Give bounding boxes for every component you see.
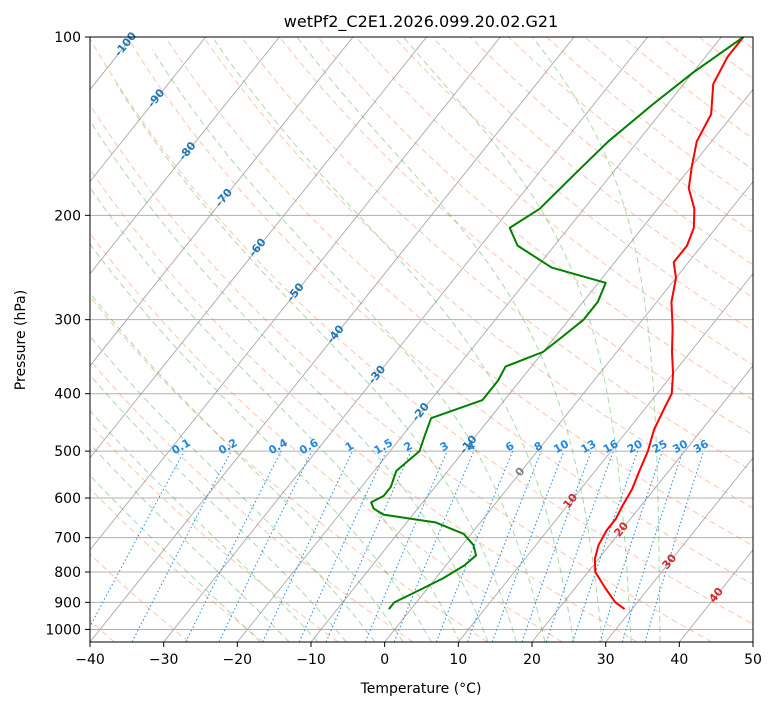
moist-adiabat-line — [115, 83, 517, 642]
temperature-trace — [593, 37, 745, 610]
moist-adiabat-line — [211, 37, 575, 642]
isotherm-line — [384, 180, 753, 642]
isotherm-line — [457, 272, 753, 642]
y-tick-label: 100 — [54, 30, 81, 46]
x-tick-label: −40 — [75, 652, 105, 668]
isotherm-line — [236, 37, 722, 642]
mixing-ratio-line — [364, 450, 448, 642]
dry-adiabat-line — [355, 37, 753, 366]
moist-adiabat-line — [402, 37, 632, 642]
x-tick-label: 40 — [670, 652, 688, 668]
x-tick-label: −30 — [149, 652, 179, 668]
plot-area — [90, 37, 753, 642]
isotherm-line — [90, 37, 280, 275]
dry-adiabat-line — [90, 553, 190, 642]
y-tick-label: 200 — [54, 208, 81, 224]
plot-frame — [89, 36, 754, 643]
isotherm-line — [90, 37, 354, 367]
y-tick-label: 500 — [54, 444, 81, 460]
dry-adiabat-line — [90, 168, 638, 642]
moist-adiabat-line — [91, 123, 489, 642]
moist-adiabat-line — [296, 37, 603, 642]
y-axis-label: Pressure (hPa) — [13, 290, 29, 390]
dry-adiabat-line — [90, 37, 753, 625]
mixing-ratio-line — [467, 450, 542, 642]
y-tick-label: 600 — [54, 491, 81, 507]
isotherm-line — [605, 457, 753, 642]
moist-adiabat-line — [90, 292, 404, 642]
isotherm-line — [90, 37, 207, 183]
moist-adiabat-line — [90, 443, 290, 642]
x-tick-label: 10 — [449, 652, 467, 668]
dry-adiabat-line — [90, 232, 563, 642]
isotherm-line — [310, 88, 753, 642]
mixing-ratio-line — [644, 450, 705, 642]
mixing-ratio-line — [325, 450, 412, 642]
mixing-ratio-line — [90, 450, 185, 628]
mixing-ratio-line — [491, 450, 565, 642]
x-tick-label: −10 — [296, 652, 326, 668]
x-tick-label: 50 — [744, 652, 762, 668]
dry-adiabat-line — [90, 103, 712, 642]
y-tick-label: 300 — [54, 313, 81, 329]
x-tick-label: −20 — [223, 652, 253, 668]
mixing-ratio-line — [521, 450, 592, 642]
isotherm-line — [90, 37, 428, 459]
x-axis-label: Temperature (°C) — [360, 681, 482, 697]
dry-adiabat-line — [164, 37, 753, 547]
chart-title: wetPf2_C2E1.2026.099.20.02.G21 — [284, 12, 558, 32]
axes-overlay: 0.1 0.2 0.4 0.6 1 1.5 2 3 4 6 8 10 13 16 20 25 30 36-100-… — [45, 29, 762, 668]
x-tick-label: 20 — [523, 652, 541, 668]
moist-adiabat-line — [90, 186, 461, 642]
moist-adiabat-line — [531, 37, 661, 642]
isotherm-line — [90, 37, 501, 551]
isotherm-line — [531, 365, 753, 642]
mixing-ratio-line — [545, 450, 614, 642]
dry-adiabat-line — [126, 37, 753, 586]
dry-adiabat-line — [317, 37, 753, 401]
y-tick-label: 800 — [54, 565, 81, 581]
dry-adiabat-line — [90, 359, 414, 642]
moist-adiabat-line — [151, 49, 546, 642]
x-tick-label: 30 — [597, 652, 615, 668]
mixing-ratio-line — [185, 450, 282, 642]
y-tick-label: 900 — [54, 595, 81, 611]
mixing-ratio-line — [393, 450, 475, 642]
isotherm-line — [90, 37, 575, 642]
mixing-ratio-line — [599, 450, 663, 642]
mixing-ratio-line — [572, 450, 639, 642]
dry-adiabat-line — [202, 37, 753, 509]
mixing-ratio-line — [621, 450, 684, 642]
isotherm-line — [163, 37, 649, 642]
dry-adiabat-line — [90, 296, 488, 642]
dry-adiabat-line — [90, 423, 339, 642]
moist-adiabat-line — [90, 409, 319, 642]
mixing-ratio-line — [435, 450, 514, 642]
y-tick-label: 1000 — [45, 622, 81, 638]
dewpoint-trace — [370, 37, 745, 610]
dry-adiabat-line — [393, 37, 753, 332]
y-tick-label: 400 — [54, 387, 81, 403]
x-tick-label: 0 — [380, 652, 389, 668]
y-tick-label: 700 — [54, 531, 81, 547]
